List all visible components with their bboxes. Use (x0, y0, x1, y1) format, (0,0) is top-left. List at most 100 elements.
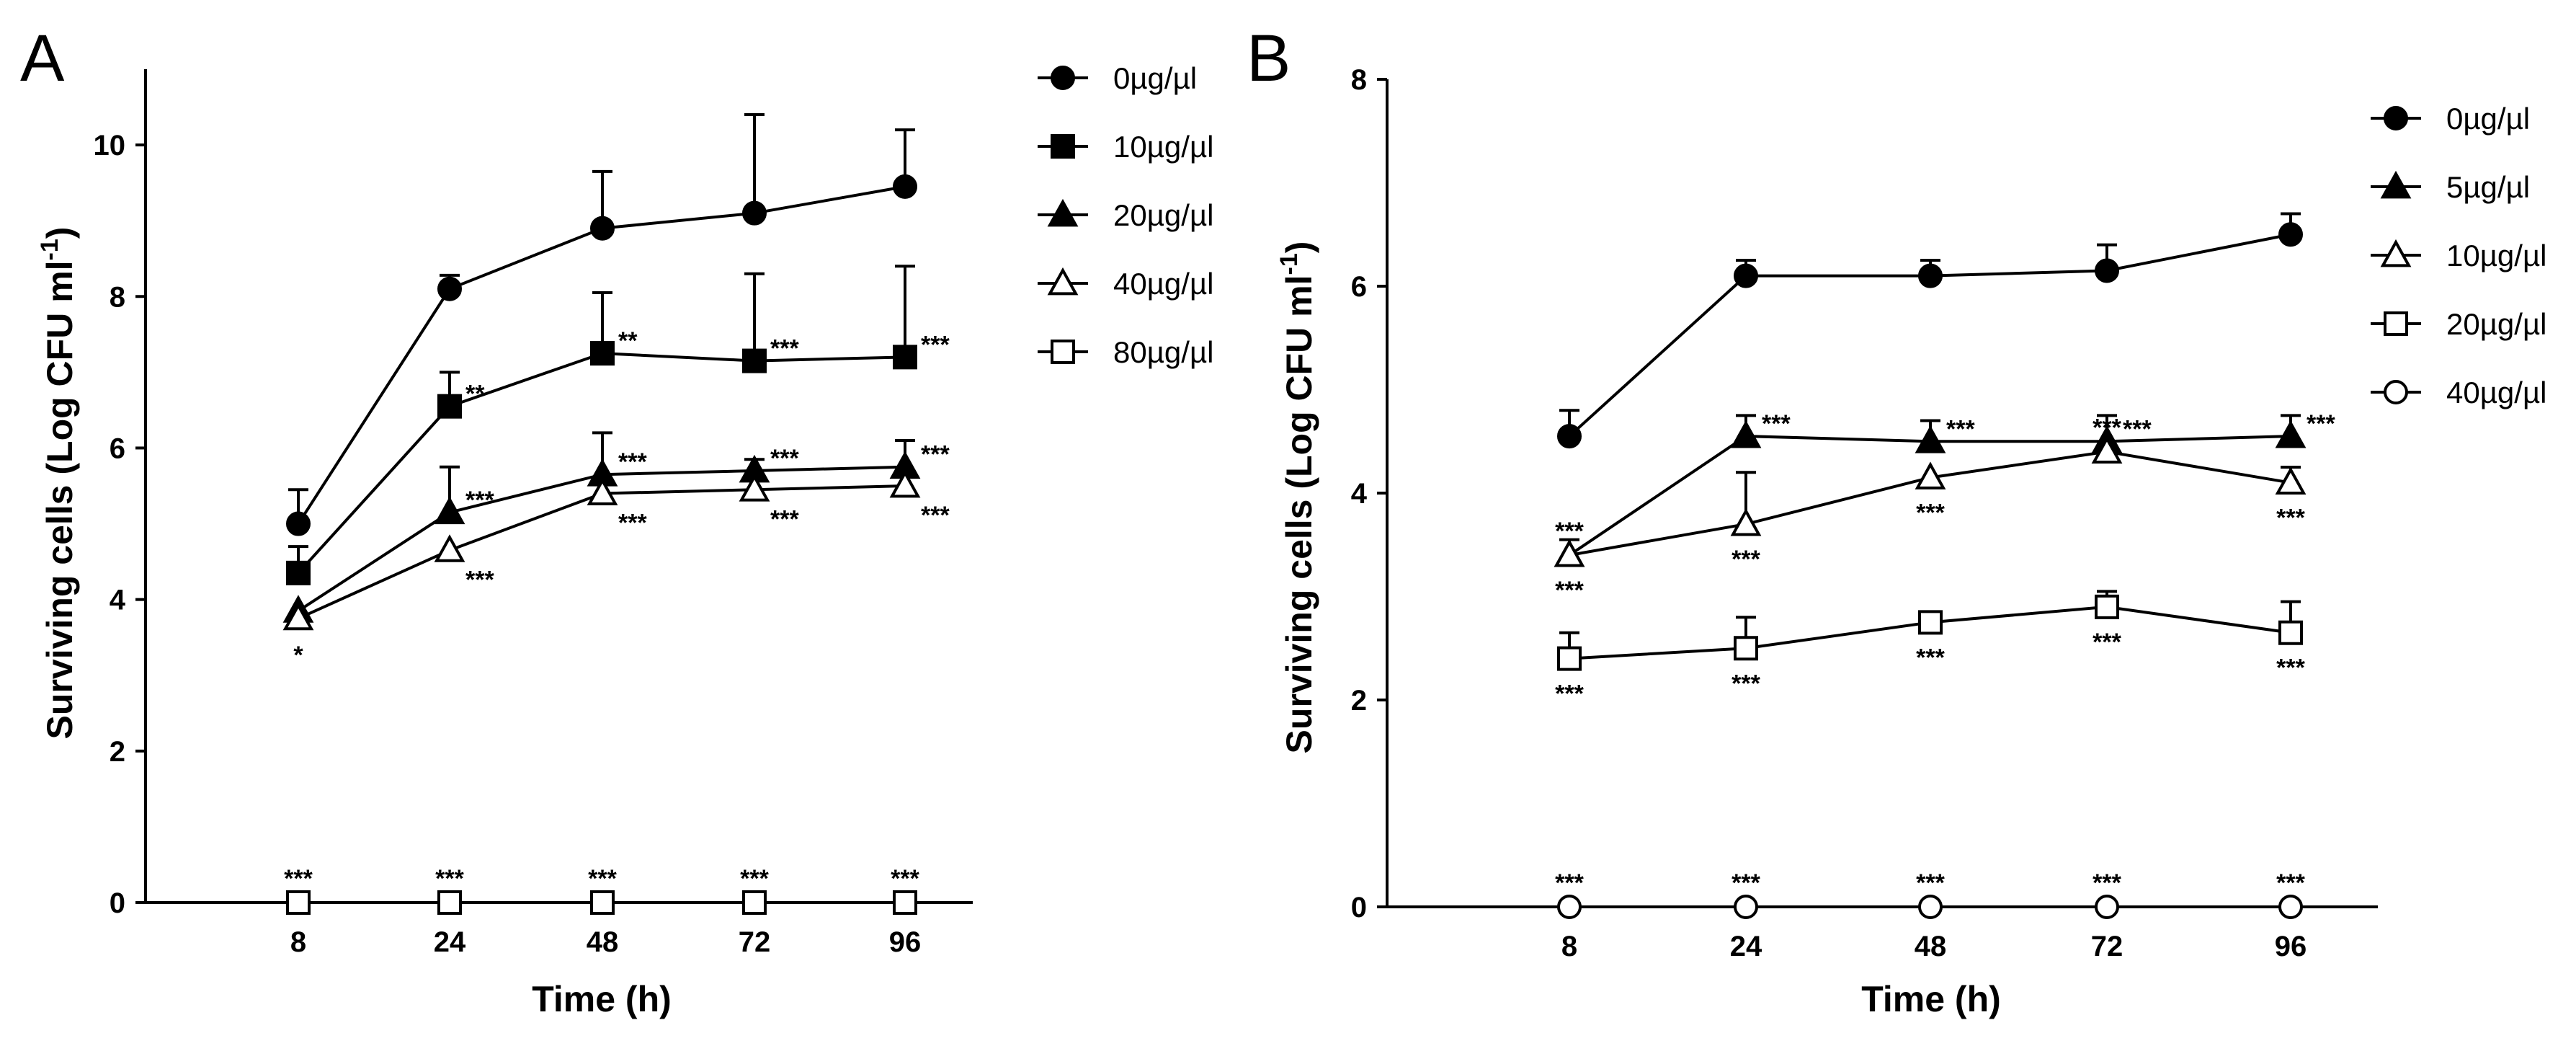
x-tick-label: 96 (889, 926, 922, 958)
data-point (1557, 646, 1582, 671)
data-point (590, 341, 615, 366)
data-point (2278, 222, 2303, 247)
data-point (286, 890, 311, 915)
legend-item: 10µg/µl (2371, 239, 2546, 272)
y-tick-label: 6 (1351, 271, 1367, 303)
data-point (893, 174, 917, 199)
significance-label: *** (921, 441, 950, 469)
significance-label: *** (740, 865, 769, 892)
significance-label: *** (465, 566, 494, 593)
y-axis-title-main: Surviving cells (Log CFU ml (1279, 275, 1319, 753)
data-point (893, 345, 917, 370)
data-point (1915, 425, 1946, 453)
legend-label: 20µg/µl (2446, 307, 2546, 341)
y-tick-label: 4 (110, 585, 126, 616)
data-point (282, 602, 314, 631)
legend-label: 40µg/µl (2446, 376, 2546, 409)
legend-item: 40µg/µl (1038, 267, 1213, 301)
y-axis-title: Surviving cells (Log CFU ml-1) (1275, 241, 1319, 754)
y-axis-title-sup: -1 (36, 239, 63, 260)
significance-label: *** (2093, 415, 2121, 442)
significance-label: *** (2123, 415, 2152, 443)
y-tick-label: 2 (110, 736, 125, 768)
series-4: *** *** *** *** *** (284, 865, 920, 915)
data-point (893, 890, 917, 915)
x-tick-label: 8 (290, 926, 306, 958)
legend-item: 0µg/µl (2371, 102, 2530, 136)
legend-marker (1051, 66, 1075, 90)
legend-item: 10µg/µl (1038, 130, 1213, 164)
legend-item: 20µg/µl (1038, 198, 1213, 232)
data-point (1554, 538, 1585, 567)
data-point (2095, 594, 2119, 619)
x-tick-label: 72 (739, 926, 771, 958)
data-point (1557, 895, 1582, 919)
data-point (434, 534, 465, 562)
legend-label: 80µg/µl (1113, 335, 1213, 369)
legend-marker (2384, 380, 2408, 404)
y-axis-title: Surviving cells (Log CFU ml-1) (36, 227, 80, 740)
legend-item: 40µg/µl (2371, 376, 2546, 409)
legend-label: 20µg/µl (1113, 198, 1213, 232)
series-0 (1557, 212, 2303, 449)
data-point (742, 890, 767, 915)
data-point (1734, 263, 1758, 288)
series-3: ******* *** *** (282, 469, 950, 669)
significance-label: *** (618, 510, 647, 537)
data-point (1918, 895, 1943, 919)
legend-label: 0µg/µl (2446, 102, 2530, 136)
data-point (1557, 424, 1582, 449)
legend-label: 0µg/µl (1113, 61, 1197, 95)
significance-label: *** (1732, 546, 1760, 573)
significance-label: *** (1946, 415, 1975, 443)
data-point (1734, 895, 1758, 919)
significance-label: *** (618, 448, 647, 476)
significance-label: *** (588, 865, 617, 892)
data-point (2278, 620, 2303, 645)
panel-letter: A (20, 22, 65, 95)
significance-label: *** (284, 865, 313, 892)
legend-item: 5µg/µl (2371, 170, 2530, 204)
legend-label: 40µg/µl (1113, 267, 1213, 301)
x-tick-label: 48 (587, 926, 619, 958)
significance-label: *** (1732, 670, 1760, 697)
data-point (2095, 895, 2119, 919)
legend-item: 80µg/µl (1038, 335, 1213, 369)
significance-label: ** (465, 381, 485, 408)
y-tick-label: 8 (110, 281, 125, 313)
data-point (2095, 258, 2119, 283)
x-tick-label: 72 (2091, 931, 2123, 962)
series-4: *** *** *** *** *** (1555, 869, 2306, 919)
y-axis-title-main: Surviving cells (Log CFU ml (40, 260, 80, 739)
significance-label: * (293, 642, 303, 669)
y-tick-label: 4 (1351, 478, 1368, 510)
data-point (2278, 895, 2303, 919)
data-point (1730, 420, 1762, 448)
y-tick-label: 0 (110, 887, 125, 919)
legend-marker (2384, 106, 2408, 130)
data-point (590, 890, 615, 915)
data-point (286, 560, 311, 585)
legend-label: 10µg/µl (2446, 239, 2546, 272)
significance-label: *** (2307, 410, 2335, 438)
significance-label: *** (2276, 505, 2305, 532)
significance-label: *** (770, 505, 799, 533)
data-point (1918, 610, 1943, 635)
significance-label: *** (891, 865, 919, 892)
data-point (1915, 461, 1946, 489)
x-axis-title: Time (h) (532, 979, 672, 1019)
significance-label: *** (1916, 869, 1945, 897)
legend-item: 20µg/µl (2371, 307, 2546, 341)
significance-label: *** (921, 502, 950, 529)
significance-label: *** (1916, 499, 1945, 526)
significance-label: *** (2276, 655, 2305, 682)
significance-label: *** (2276, 869, 2305, 897)
legend-marker (2384, 311, 2408, 336)
data-point (286, 511, 311, 536)
y-axis-title-close: ) (40, 227, 80, 239)
data-point (437, 890, 462, 915)
legend-label: 10µg/µl (1113, 130, 1213, 164)
data-point (590, 216, 615, 241)
